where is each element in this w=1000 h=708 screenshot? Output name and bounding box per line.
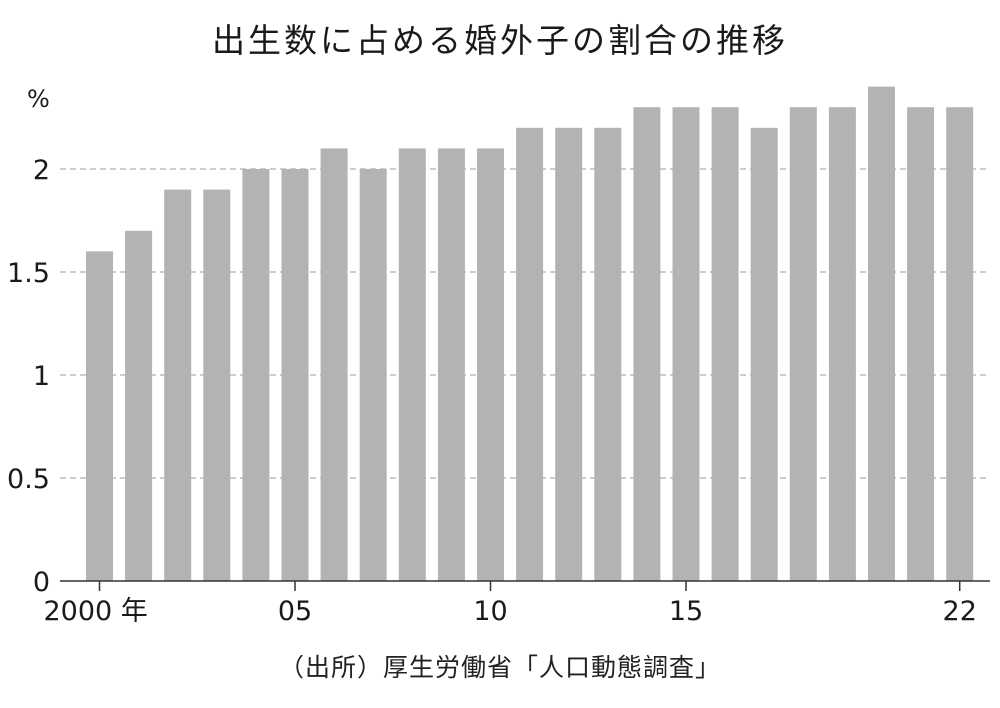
bar-2018: [789, 107, 817, 581]
x-tick-label: 22: [943, 596, 977, 627]
bar-2007: [359, 169, 387, 581]
bar-2006: [320, 148, 348, 581]
bar-2021: [907, 107, 935, 581]
y-tick-label: 2: [33, 155, 50, 186]
bar-2009: [437, 148, 465, 581]
y-tick-label: 0.5: [7, 464, 50, 495]
y-tick-label: 1: [33, 361, 50, 392]
bar-2008: [398, 148, 426, 581]
bar-2002: [164, 189, 192, 581]
x-tick-label: 05: [278, 596, 312, 627]
bar-2019: [828, 107, 856, 581]
bar-2005: [281, 169, 309, 581]
source-note: （出所）厚生労働省「人口動態調査」: [278, 653, 721, 682]
bar-2004: [242, 169, 270, 581]
bar-2017: [750, 127, 778, 582]
bar-2012: [555, 127, 583, 582]
bar-2000: [86, 251, 113, 581]
bar-2022: [946, 107, 974, 581]
bar-2011: [516, 127, 544, 582]
bar-2003: [203, 189, 231, 581]
bar-2020: [868, 86, 895, 581]
x-tick-label: 2000 年: [44, 596, 148, 627]
bar-2010: [477, 148, 504, 581]
y-axis-unit-label: %: [27, 85, 50, 113]
bar-2013: [594, 127, 622, 582]
bar-2015: [672, 107, 700, 581]
x-tick-label: 15: [669, 596, 703, 627]
bar-2014: [633, 107, 661, 581]
y-tick-label: 1.5: [7, 258, 50, 289]
y-tick-label: 0: [33, 567, 50, 598]
chart-title: 出生数に占める婚外子の割合の推移: [212, 21, 788, 60]
bar-2016: [711, 107, 739, 581]
bar-2001: [125, 230, 153, 582]
x-tick-label: 10: [473, 596, 507, 627]
